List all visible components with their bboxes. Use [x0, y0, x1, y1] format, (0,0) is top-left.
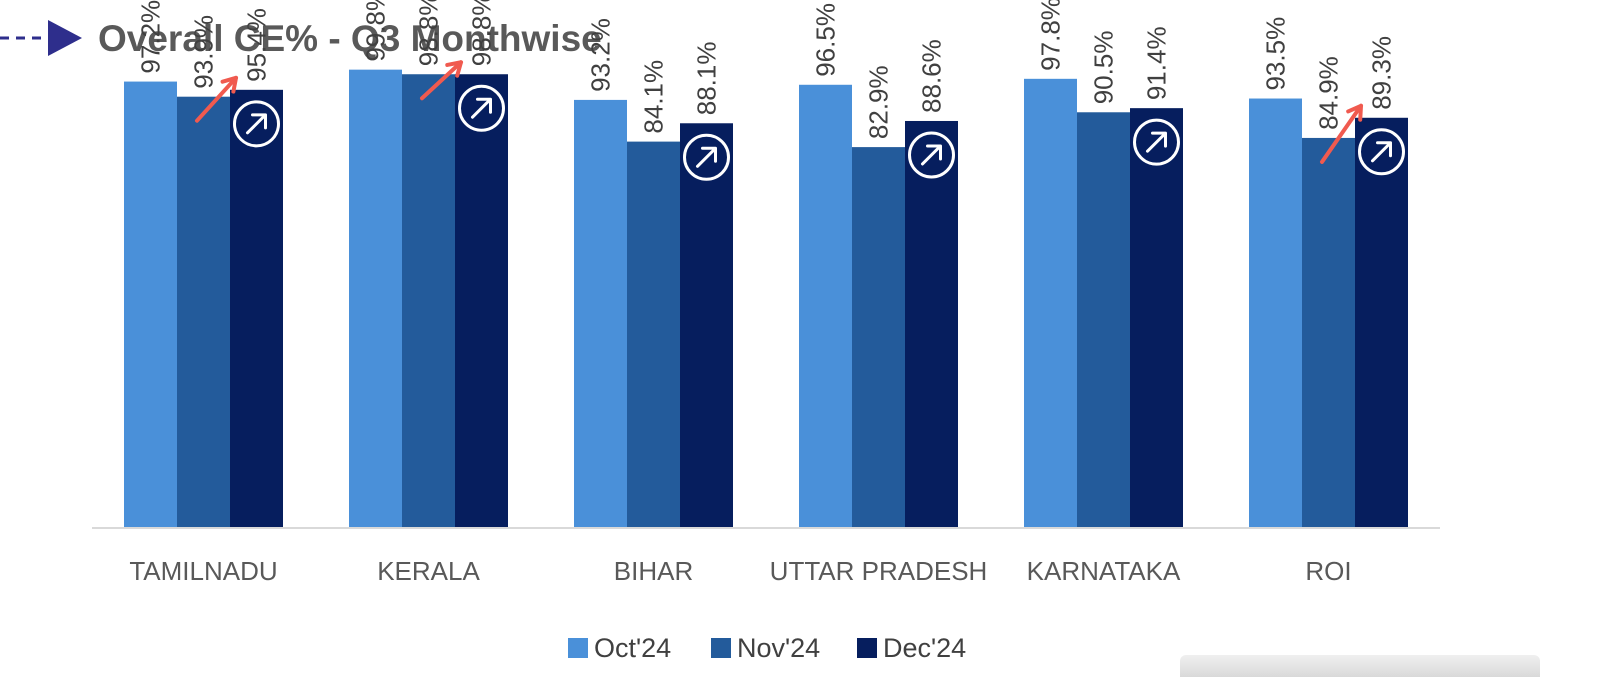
bar-uttar-pradesh-dec-24 — [905, 120, 958, 528]
x-tick-label-uttar-pradesh: UTTAR PRADESH — [770, 556, 988, 586]
up-trend-icon-roi — [1358, 128, 1405, 176]
legend-item-oct-24[interactable]: Oct'24 — [568, 633, 671, 663]
up-trend-icon-uttar-pradesh — [908, 131, 955, 179]
bar-bihar-oct-24 — [574, 99, 627, 527]
bar-uttar-pradesh-oct-24 — [799, 84, 852, 527]
data-label-roi-oct-24: 93.5% — [1261, 17, 1291, 91]
bar-kerala-nov-24 — [402, 74, 455, 528]
bar-karnataka-dec-24 — [1130, 108, 1183, 527]
bar-tamilnadu-nov-24 — [177, 96, 230, 527]
data-label-roi-dec-24: 89.3% — [1367, 36, 1397, 110]
up-trend-icon-kerala — [458, 84, 505, 132]
data-label-tamilnadu-oct-24: 97.2% — [136, 0, 166, 74]
x-tick-labels: TAMILNADU KERALA BIHAR UTTAR PRADESH KARNATA… — [129, 556, 1351, 586]
chart-header: Overall CE% - Q3 Monthwise — [0, 8, 900, 68]
legend-item-nov-24[interactable]: Nov'24 — [711, 633, 820, 663]
dashed-arrow-icon — [0, 20, 82, 56]
up-trend-icon-karnataka — [1133, 118, 1180, 166]
data-label-karnataka-nov-24: 90.5% — [1089, 31, 1119, 105]
data-label-bihar-nov-24: 84.1% — [639, 60, 669, 134]
legend-label-oct-24: Oct'24 — [594, 633, 671, 663]
data-labels-group: 97.2% 93.9% 95.4% 99.8% 98.8% 98.8% 93.2% 84.1%… — [136, 0, 1397, 139]
data-label-kerala-oct-24: 99.8% — [361, 0, 391, 62]
legend-item-dec-24[interactable]: Dec'24 — [857, 633, 966, 663]
legend-label-nov-24: Nov'24 — [737, 633, 820, 663]
legend-swatch-nov-24 — [711, 638, 731, 658]
x-tick-label-bihar: BIHAR — [614, 556, 693, 586]
data-label-tamilnadu-nov-24: 93.9% — [189, 15, 219, 89]
up-trend-icon-tamilnadu — [233, 100, 280, 148]
x-tick-label-tamilnadu: TAMILNADU — [129, 556, 277, 586]
bar-karnataka-oct-24 — [1024, 78, 1077, 528]
red-growth-arrow-kerala — [420, 60, 463, 101]
x-tick-label-kerala: KERALA — [377, 556, 480, 586]
bars-group — [124, 69, 1408, 528]
bar-kerala-dec-24 — [455, 74, 508, 528]
data-label-kerala-dec-24: 98.8% — [467, 0, 497, 66]
data-label-tamilnadu-dec-24: 95.4% — [242, 8, 272, 82]
data-label-bihar-dec-24: 88.1% — [692, 42, 722, 116]
bar-tamilnadu-oct-24 — [124, 81, 177, 527]
data-label-kerala-nov-24: 98.8% — [414, 0, 444, 66]
data-label-bihar-oct-24: 93.2% — [586, 18, 616, 92]
chart-title: Overall CE% - Q3 Monthwise — [98, 18, 602, 59]
bar-tamilnadu-dec-24 — [230, 89, 283, 528]
bottom-edge-shadow — [1180, 655, 1540, 677]
bar-roi-dec-24 — [1355, 117, 1408, 527]
data-label-karnataka-oct-24: 97.8% — [1036, 0, 1066, 71]
bar-bihar-nov-24 — [627, 141, 680, 528]
x-tick-label-roi: ROI — [1305, 556, 1351, 586]
bar-karnataka-nov-24 — [1077, 112, 1130, 527]
annotations-group — [195, 60, 1405, 181]
red-growth-arrow-roi — [1320, 103, 1363, 164]
x-tick-label-karnataka: KARNATAKA — [1027, 556, 1181, 586]
legend-swatch-oct-24 — [568, 638, 588, 658]
data-label-uttar-pradesh-oct-24: 96.5% — [811, 3, 841, 77]
legend-swatch-dec-24 — [857, 638, 877, 658]
data-label-karnataka-dec-24: 91.4% — [1142, 26, 1172, 100]
bar-uttar-pradesh-nov-24 — [852, 147, 905, 527]
legend[interactable]: Oct'24 Nov'24 Dec'24 — [568, 633, 966, 663]
data-label-uttar-pradesh-dec-24: 88.6% — [917, 39, 947, 113]
bar-roi-oct-24 — [1249, 98, 1302, 527]
data-label-uttar-pradesh-nov-24: 82.9% — [864, 65, 894, 139]
bar-kerala-oct-24 — [349, 69, 402, 528]
up-trend-icon-bihar — [683, 133, 730, 181]
bar-bihar-dec-24 — [680, 123, 733, 528]
legend-label-dec-24: Dec'24 — [883, 633, 966, 663]
red-growth-arrow-tamilnadu — [195, 75, 238, 123]
bar-roi-nov-24 — [1302, 137, 1355, 527]
data-label-roi-nov-24: 84.9% — [1314, 56, 1344, 130]
